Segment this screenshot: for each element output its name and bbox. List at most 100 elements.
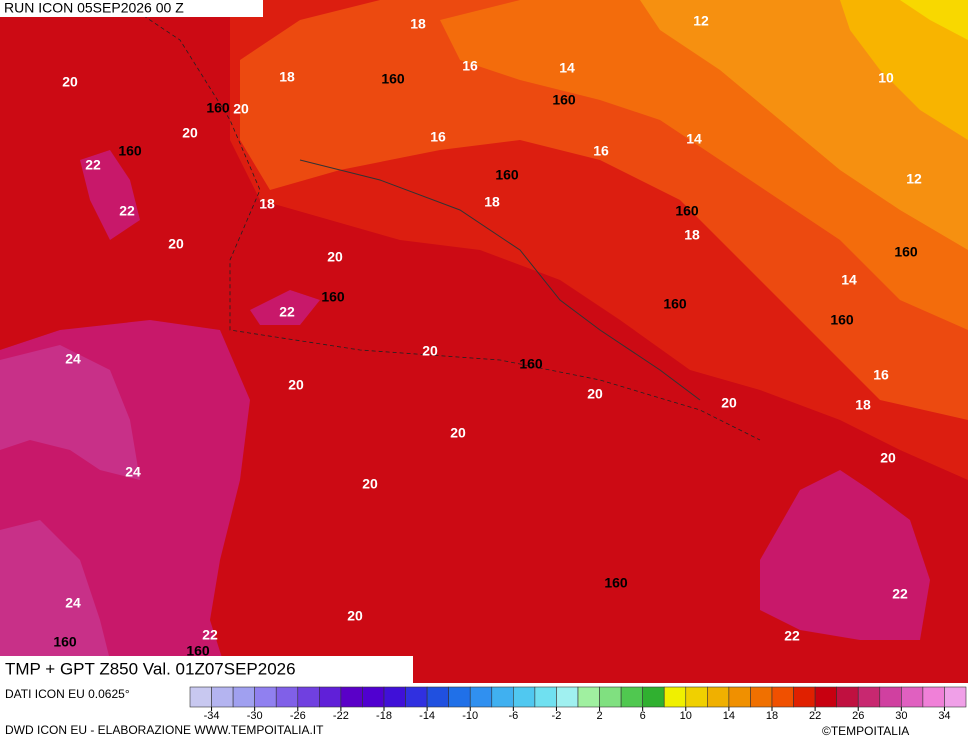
scale-swatch xyxy=(340,686,363,708)
scale-tick-label: -2 xyxy=(552,710,562,722)
scale-swatch xyxy=(534,686,557,708)
contour-label: 20 xyxy=(347,608,363,624)
contour-label: 160 xyxy=(118,143,142,159)
scale-swatch xyxy=(491,686,514,708)
scale-tick-label: 34 xyxy=(938,710,950,722)
temp-zone xyxy=(80,150,140,240)
scale-swatch xyxy=(901,686,924,708)
header-box xyxy=(0,0,263,17)
contour-label: 20 xyxy=(182,125,198,141)
scale-tick-label: 14 xyxy=(723,710,735,722)
contour-label: 22 xyxy=(119,203,135,219)
contour-label: 20 xyxy=(288,377,304,393)
scale-swatch xyxy=(232,686,255,708)
scale-swatch xyxy=(814,686,837,708)
scale-tick-label: -22 xyxy=(333,710,349,722)
source-text: DATI ICON EU 0.0625° xyxy=(5,687,130,701)
scale-tick-label: -10 xyxy=(462,710,478,722)
contour-label: 24 xyxy=(65,595,81,611)
run-title: RUN ICON 05SEP2026 00 Z xyxy=(4,0,184,16)
scale-tick-label: 10 xyxy=(680,710,692,722)
contour-label: 24 xyxy=(65,351,81,367)
scale-swatch xyxy=(469,686,493,708)
scale-swatch xyxy=(771,686,794,708)
scale-tick-label: 6 xyxy=(640,710,646,722)
scale-swatch xyxy=(728,686,751,708)
contour-label: 20 xyxy=(587,386,603,402)
temp-zone xyxy=(0,345,140,480)
contour-label: 24 xyxy=(125,464,141,480)
scale-tick-label: -14 xyxy=(419,710,435,722)
contour-label: 160 xyxy=(381,71,405,87)
contour-label: 22 xyxy=(85,157,101,173)
scale-swatch xyxy=(556,686,579,708)
scale-swatch xyxy=(383,686,406,708)
scale-tick-label: 30 xyxy=(895,710,907,722)
contour-label: 16 xyxy=(462,58,478,74)
scale-swatch xyxy=(620,686,643,708)
field-title: TMP + GPT Z850 Val. 01Z07SEP2026 xyxy=(5,659,296,678)
contour-label: 160 xyxy=(552,92,576,108)
scale-tick-label: 26 xyxy=(852,710,864,722)
scale-swatch xyxy=(836,686,859,708)
scale-swatch xyxy=(405,686,428,708)
scale-tick-label: -34 xyxy=(204,710,220,722)
contour-label: 18 xyxy=(410,16,426,32)
scale-swatch xyxy=(319,686,342,708)
contour-label: 160 xyxy=(830,312,854,328)
contour-label: 16 xyxy=(593,143,609,159)
scale-swatch xyxy=(599,686,622,708)
contour-label: 10 xyxy=(878,70,894,86)
scale-tick-label: -6 xyxy=(508,710,518,722)
contour-label: 160 xyxy=(53,634,77,650)
contour-label: 22 xyxy=(784,628,800,644)
credit-text: DWD ICON EU - ELABORAZIONE WWW.TEMPOITAL… xyxy=(5,723,324,737)
scale-swatch xyxy=(922,686,945,708)
contour-label: 160 xyxy=(604,575,628,591)
temp-zone xyxy=(250,290,320,325)
contour-label: 16 xyxy=(430,129,446,145)
contour-label: 20 xyxy=(62,74,78,90)
contour-label: 20 xyxy=(721,395,737,411)
contour-label: 12 xyxy=(906,171,922,187)
temp-zone xyxy=(840,0,968,140)
scale-tick-label: 2 xyxy=(596,710,602,722)
scale-swatch xyxy=(750,686,773,708)
contour-label: 18 xyxy=(279,69,295,85)
scale-swatch xyxy=(685,686,708,708)
copyright-text: ©TEMPOITALIA xyxy=(822,724,909,738)
scale-swatch xyxy=(426,686,449,708)
contour-label: 12 xyxy=(693,13,709,29)
color-scale: -34 -30 -26 -22 -18 -14 -10 -6 -2 2 6 10 14 18 22 26 30 3… xyxy=(189,686,967,722)
scale-tick-label: 18 xyxy=(766,710,778,722)
field-box xyxy=(0,656,413,683)
contour-label: 160 xyxy=(206,100,230,116)
contour-label: 160 xyxy=(495,167,519,183)
scale-swatch xyxy=(275,686,299,708)
contour-label: 14 xyxy=(559,60,575,76)
temp-zone xyxy=(760,470,930,640)
contour-label: 160 xyxy=(675,203,699,219)
scale-swatch xyxy=(707,686,730,708)
contour-label: 20 xyxy=(362,476,378,492)
scale-swatch xyxy=(793,686,816,708)
scale-swatch xyxy=(297,686,320,708)
scale-swatch xyxy=(857,686,881,708)
contour-label: 18 xyxy=(855,397,871,413)
scale-swatch xyxy=(362,686,385,708)
contour-label: 22 xyxy=(202,627,218,643)
contour-label: 18 xyxy=(684,227,700,243)
scale-tick-label: -30 xyxy=(247,710,263,722)
contour-label: 20 xyxy=(880,450,896,466)
scale-swatch xyxy=(448,686,471,708)
contour-label: 20 xyxy=(450,425,466,441)
contour-label: 160 xyxy=(519,356,543,372)
contour-label: 14 xyxy=(841,272,857,288)
contour-label: 14 xyxy=(686,131,702,147)
contour-label: 20 xyxy=(422,343,438,359)
contour-label: 22 xyxy=(892,586,908,602)
scale-swatch xyxy=(663,686,687,708)
contour-label: 160 xyxy=(894,244,918,260)
contour-labels: 18 12 20 18 160 16 14 10 160 20 160 20 16 14 160 16 22 16… xyxy=(53,13,922,659)
